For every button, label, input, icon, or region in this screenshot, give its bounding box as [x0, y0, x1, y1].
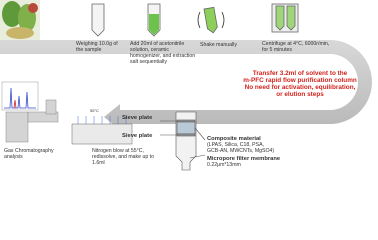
- step-text: Gas Chromatography: [4, 148, 54, 154]
- nitrogen-blower: [71, 116, 133, 145]
- composite-label: Composite material: [207, 136, 261, 142]
- step-text: analysis: [4, 154, 23, 160]
- step-text: Shake manually: [200, 42, 237, 48]
- step-text: homogenizer, and extraction: [130, 53, 195, 59]
- step-text: solution, ceramic: [130, 47, 169, 53]
- step-text: Nitrogen blow at 55°C,: [92, 148, 144, 154]
- vegetable-image: [0, 0, 40, 40]
- step-text: Centrifuge at 4°C, 6000r/min,: [262, 41, 329, 47]
- step-text: redissolve, and make up to: [92, 154, 154, 160]
- step-text: for 5 minutes: [262, 47, 292, 53]
- membrane-label: Micropore filter membrane: [207, 156, 281, 162]
- composite-items: GCB-AN, MWCNTs, MgSO4): [207, 148, 274, 154]
- tube-icon: [91, 3, 299, 37]
- step-text: Transfer 3.2ml of solvent to the: [253, 70, 348, 77]
- step-text: 1.6ml: [92, 160, 105, 166]
- step-text: No need for activation, equilibration,: [245, 84, 356, 91]
- step-text: m-PFC rapid flow purification column: [243, 77, 357, 84]
- purification-column: [160, 111, 206, 171]
- step-text: salt sequentially: [130, 59, 167, 65]
- step-text: the sample: [76, 47, 101, 53]
- gc-instrument: [5, 99, 59, 143]
- heater-label: 55°C: [90, 108, 99, 113]
- chromatogram: [1, 81, 39, 111]
- step-text: Add 20ml of acetonitrile: [130, 41, 184, 47]
- step-text: or elution steps: [276, 91, 324, 98]
- composite-items: (LPAS, Silica, C18, PSA,: [207, 142, 264, 148]
- sieve-label: Sieve plate: [122, 115, 153, 121]
- sieve-label: Sieve plate: [122, 133, 153, 139]
- step-text: Weighing 10.0g of: [76, 41, 118, 47]
- membrane-size: 0.22μm*13mm: [207, 162, 241, 168]
